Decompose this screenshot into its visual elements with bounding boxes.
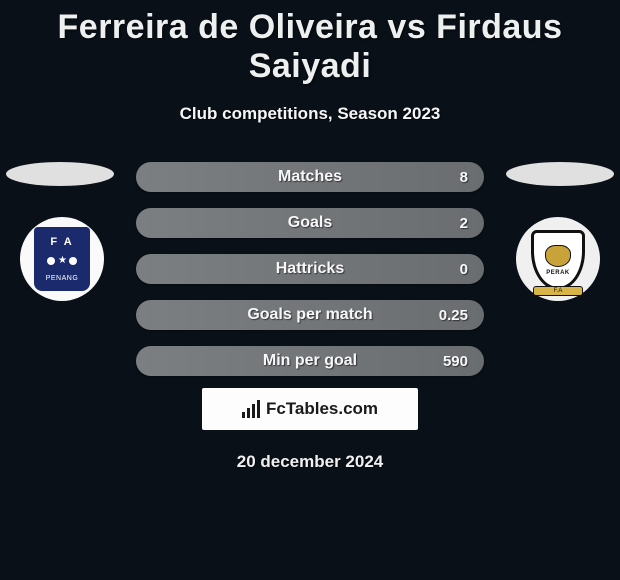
- stat-value: 590: [443, 353, 468, 370]
- page-title: Ferreira de Oliveira vs Firdaus Saiyadi: [0, 8, 620, 86]
- club-badge-right: PERAK F.A: [516, 217, 600, 301]
- tiger-icon: [545, 245, 571, 267]
- stat-row: Min per goal 590: [136, 346, 484, 376]
- attribution-text: FcTables.com: [266, 399, 378, 419]
- badge-left-symbols: ★: [47, 257, 77, 265]
- stat-row: Matches 8: [136, 162, 484, 192]
- player-right-silhouette: [506, 162, 614, 186]
- badge-left-bottom-text: PENANG: [46, 275, 79, 282]
- stat-value: 8: [460, 169, 468, 186]
- badge-right-banner: PERAK: [546, 270, 570, 276]
- stat-row: Goals 2: [136, 208, 484, 238]
- comparison-card: Ferreira de Oliveira vs Firdaus Saiyadi …: [0, 0, 620, 472]
- stat-label: Matches: [278, 168, 342, 186]
- badge-left-top-text: F A: [50, 236, 73, 248]
- stats-list: Matches 8 Goals 2 Hattricks 0 Goals per match 0…: [136, 162, 484, 392]
- stat-value: 0.25: [439, 307, 468, 324]
- stat-label: Min per goal: [263, 352, 357, 370]
- club-badge-right-shield: PERAK F.A: [527, 224, 589, 294]
- badge-right-ribbon: F.A: [533, 286, 583, 296]
- comparison-content: F A ★ PENANG PERAK F.A Matches 8 Goals 2 Hat…: [0, 162, 620, 372]
- attribution-box: FcTables.com: [202, 388, 418, 430]
- club-badge-left-shield: F A ★ PENANG: [34, 227, 90, 291]
- stat-row: Hattricks 0: [136, 254, 484, 284]
- club-badge-left: F A ★ PENANG: [20, 217, 104, 301]
- stat-label: Goals per match: [247, 306, 372, 324]
- player-left-silhouette: [6, 162, 114, 186]
- stat-value: 0: [460, 261, 468, 278]
- bars-icon: [242, 400, 260, 418]
- stat-value: 2: [460, 215, 468, 232]
- date-text: 20 december 2024: [0, 452, 620, 472]
- stat-label: Hattricks: [276, 260, 344, 278]
- stat-row: Goals per match 0.25: [136, 300, 484, 330]
- subtitle: Club competitions, Season 2023: [0, 104, 620, 124]
- stat-label: Goals: [288, 214, 332, 232]
